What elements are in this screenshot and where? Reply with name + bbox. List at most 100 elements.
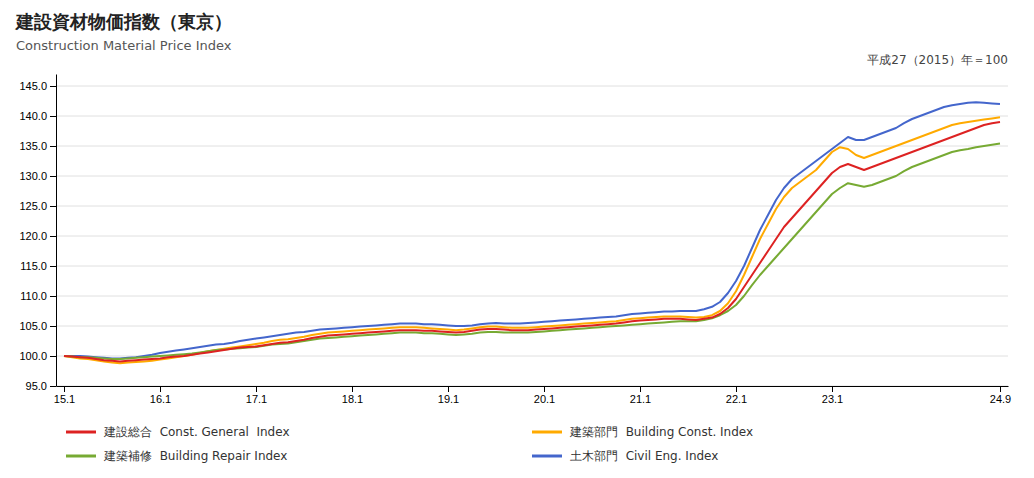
x-axis: 15.1 16.1 17.1 18.1 19.1 20.1 21.1 22.1 23.1 24.9 bbox=[54, 386, 1011, 405]
x-tick-mark bbox=[160, 386, 161, 392]
legend-item: 建築部門 Building Const. Index bbox=[532, 425, 753, 439]
x-tick: 20.1 bbox=[534, 386, 555, 405]
x-tick-mark bbox=[352, 386, 353, 392]
grid-line bbox=[56, 386, 1008, 387]
legend-swatch bbox=[532, 431, 562, 434]
grid-line bbox=[56, 296, 1008, 297]
series-line bbox=[64, 144, 1000, 359]
y-tick-label: 130.0 bbox=[19, 170, 47, 182]
y-tick-label: 110.0 bbox=[20, 290, 47, 302]
series-line bbox=[64, 102, 1000, 358]
y-tick-mark bbox=[50, 386, 56, 387]
y-tick-mark bbox=[50, 356, 56, 357]
y-tick: 100.0 bbox=[19, 350, 56, 362]
x-tick-label: 23.1 bbox=[822, 393, 843, 405]
x-tick-label: 19.1 bbox=[438, 393, 459, 405]
legend-item: 土木部門 Civil Eng. Index bbox=[532, 449, 718, 463]
y-tick-mark bbox=[50, 236, 56, 237]
y-tick-mark bbox=[50, 146, 56, 147]
x-tick-label: 17.1 bbox=[246, 393, 267, 405]
x-tick-label: 18.1 bbox=[342, 393, 363, 405]
x-axis-line bbox=[57, 386, 1009, 387]
x-tick-mark bbox=[64, 386, 65, 392]
legend-label: 建設総合 Const. General Index bbox=[103, 425, 290, 439]
y-tick: 95.0 bbox=[26, 380, 56, 392]
grid bbox=[56, 86, 1008, 386]
x-tick-label: 20.1 bbox=[534, 393, 555, 405]
y-tick-mark bbox=[50, 116, 56, 117]
legend-label: 建築部門 Building Const. Index bbox=[569, 425, 753, 439]
y-tick-label: 95.0 bbox=[26, 380, 47, 392]
x-tick: 24.9 bbox=[990, 386, 1011, 405]
x-tick-label: 21.1 bbox=[630, 393, 651, 405]
x-tick-label: 22.1 bbox=[726, 393, 747, 405]
grid-line bbox=[56, 206, 1008, 207]
x-tick-mark bbox=[448, 386, 449, 392]
y-tick: 130.0 bbox=[19, 170, 56, 182]
series-line bbox=[64, 117, 1000, 363]
y-tick: 115.0 bbox=[20, 260, 56, 272]
y-tick-label: 100.0 bbox=[19, 350, 47, 362]
x-tick-mark bbox=[544, 386, 545, 392]
y-tick: 145.0 bbox=[19, 80, 56, 92]
x-tick: 18.1 bbox=[342, 386, 363, 405]
grid-line bbox=[56, 146, 1008, 147]
x-tick: 16.1 bbox=[150, 386, 171, 405]
y-tick-mark bbox=[50, 296, 56, 297]
y-tick-mark bbox=[50, 176, 56, 177]
y-tick: 140.0 bbox=[19, 110, 56, 122]
y-tick-label: 105.0 bbox=[19, 320, 47, 332]
y-tick-mark bbox=[50, 326, 56, 327]
x-tick-mark bbox=[640, 386, 641, 392]
y-axis-line bbox=[56, 75, 57, 387]
grid-line bbox=[56, 86, 1008, 87]
y-tick: 135.0 bbox=[19, 140, 56, 152]
grid-line bbox=[56, 266, 1008, 267]
y-tick-mark bbox=[50, 266, 56, 267]
x-tick: 15.1 bbox=[54, 386, 75, 405]
y-tick-label: 120.0 bbox=[19, 230, 47, 242]
y-tick-label: 135.0 bbox=[19, 140, 47, 152]
x-tick-mark bbox=[832, 386, 833, 392]
y-tick-mark bbox=[50, 206, 56, 207]
y-axis: 95.0 100.0 105.0 110.0 115.0 120.0 125.0 130.0 1… bbox=[19, 75, 56, 393]
x-tick-mark bbox=[1000, 386, 1001, 392]
legend-item: 建設総合 Const. General Index bbox=[66, 425, 290, 439]
x-tick: 22.1 bbox=[726, 386, 747, 405]
y-tick-mark bbox=[50, 86, 56, 87]
y-tick-label: 140.0 bbox=[19, 110, 47, 122]
chart: 建設資材物価指数（東京） Construction Material Price … bbox=[0, 0, 1034, 478]
legend: 建設総合 Const. General Index 建築補修 Building R… bbox=[66, 425, 753, 463]
y-tick-label: 115.0 bbox=[20, 260, 47, 272]
subtitle: Construction Material Price Index bbox=[16, 38, 232, 53]
y-tick-label: 145.0 bbox=[19, 80, 47, 92]
x-tick-mark bbox=[736, 386, 737, 392]
legend-swatch bbox=[66, 431, 96, 434]
x-tick-label: 16.1 bbox=[150, 393, 171, 405]
x-tick-label: 15.1 bbox=[54, 393, 75, 405]
y-tick: 120.0 bbox=[19, 230, 56, 242]
x-tick-label: 24.9 bbox=[990, 393, 1011, 405]
legend-item: 建築補修 Building Repair Index bbox=[66, 449, 287, 463]
grid-line bbox=[56, 356, 1008, 357]
series-line bbox=[64, 122, 1000, 361]
grid-line bbox=[56, 176, 1008, 177]
y-tick: 110.0 bbox=[20, 290, 56, 302]
y-tick: 125.0 bbox=[19, 200, 56, 212]
grid-line bbox=[56, 326, 1008, 327]
grid-line bbox=[56, 236, 1008, 237]
y-tick-label: 125.0 bbox=[19, 200, 47, 212]
x-tick: 21.1 bbox=[630, 386, 651, 405]
series-group bbox=[64, 102, 1000, 363]
title: 建設資材物価指数（東京） bbox=[14, 11, 232, 32]
x-tick: 17.1 bbox=[246, 386, 267, 405]
plot-area: 95.0 100.0 105.0 110.0 115.0 120.0 125.0 130.0 1… bbox=[19, 75, 1011, 405]
legend-label: 土木部門 Civil Eng. Index bbox=[570, 449, 718, 463]
x-tick: 23.1 bbox=[822, 386, 843, 405]
annotation: 平成27（2015）年＝100 bbox=[867, 53, 1008, 67]
legend-label: 建築補修 Building Repair Index bbox=[103, 449, 287, 463]
legend-swatch bbox=[532, 455, 562, 458]
x-tick-mark bbox=[256, 386, 257, 392]
legend-swatch bbox=[66, 455, 96, 458]
y-tick: 105.0 bbox=[19, 320, 56, 332]
